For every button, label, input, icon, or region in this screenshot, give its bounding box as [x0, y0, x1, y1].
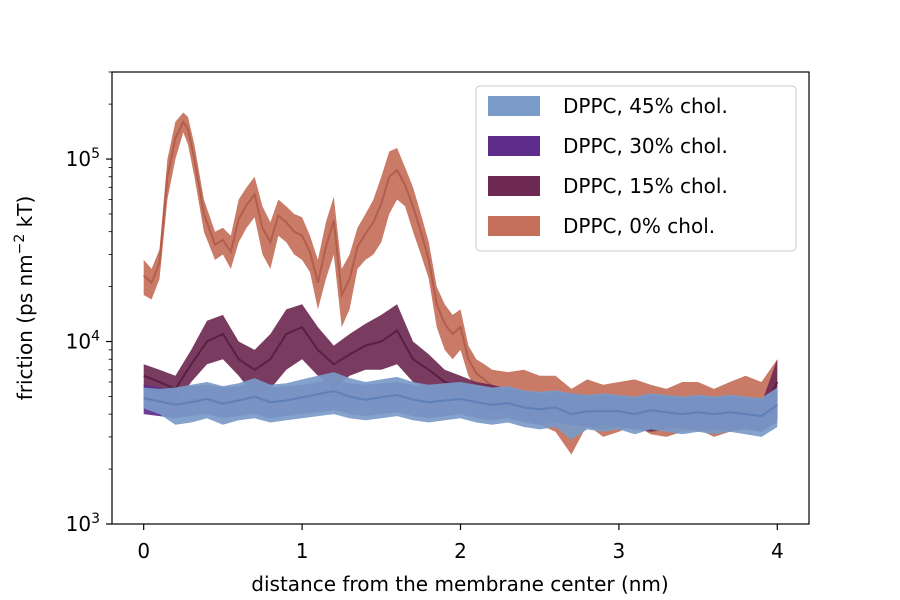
x-tick-label: 3 — [613, 539, 626, 563]
legend-label-dppc-45-chol: DPPC, 45% chol. — [563, 94, 728, 118]
series-bands — [143, 112, 779, 455]
y-axis-ticks: 103 104 105 — [66, 71, 112, 536]
x-tick-label: 4 — [771, 539, 784, 563]
legend-swatch-dppc-0-chol — [488, 216, 540, 236]
y-tick-label: 104 — [66, 329, 100, 354]
legend: DPPC, 45% chol. DPPC, 30% chol. DPPC, 15% … — [475, 85, 797, 252]
y-tick-label: 103 — [66, 511, 100, 536]
y-tick-label: 105 — [66, 146, 100, 171]
line-dppc-45-chol — [143, 390, 778, 418]
y-axis-label-main: friction (ps nm — [13, 254, 37, 400]
x-tick-label: 0 — [137, 539, 150, 563]
legend-label-dppc-0-chol: DPPC, 0% chol. — [563, 214, 715, 238]
x-axis-ticks: 0 1 2 3 4 — [137, 524, 784, 563]
legend-label-dppc-15-chol: DPPC, 15% chol. — [563, 174, 728, 198]
x-tick-label: 2 — [454, 539, 467, 563]
y-axis-label: friction (ps nm−2 kT) — [12, 196, 37, 401]
legend-swatch-dppc-15-chol — [488, 176, 540, 196]
band-dppc-45-chol — [143, 372, 778, 440]
x-axis-label: distance from the membrane center (nm) — [251, 572, 668, 596]
legend-swatch-dppc-30-chol — [488, 136, 540, 156]
y-axis-label-end: kT) — [13, 196, 37, 234]
y-axis-label-sup: −2 — [12, 234, 28, 255]
x-tick-label: 1 — [296, 539, 309, 563]
legend-box — [475, 85, 797, 252]
legend-swatch-dppc-45-chol — [488, 96, 540, 116]
legend-label-dppc-30-chol: DPPC, 30% chol. — [563, 134, 728, 158]
